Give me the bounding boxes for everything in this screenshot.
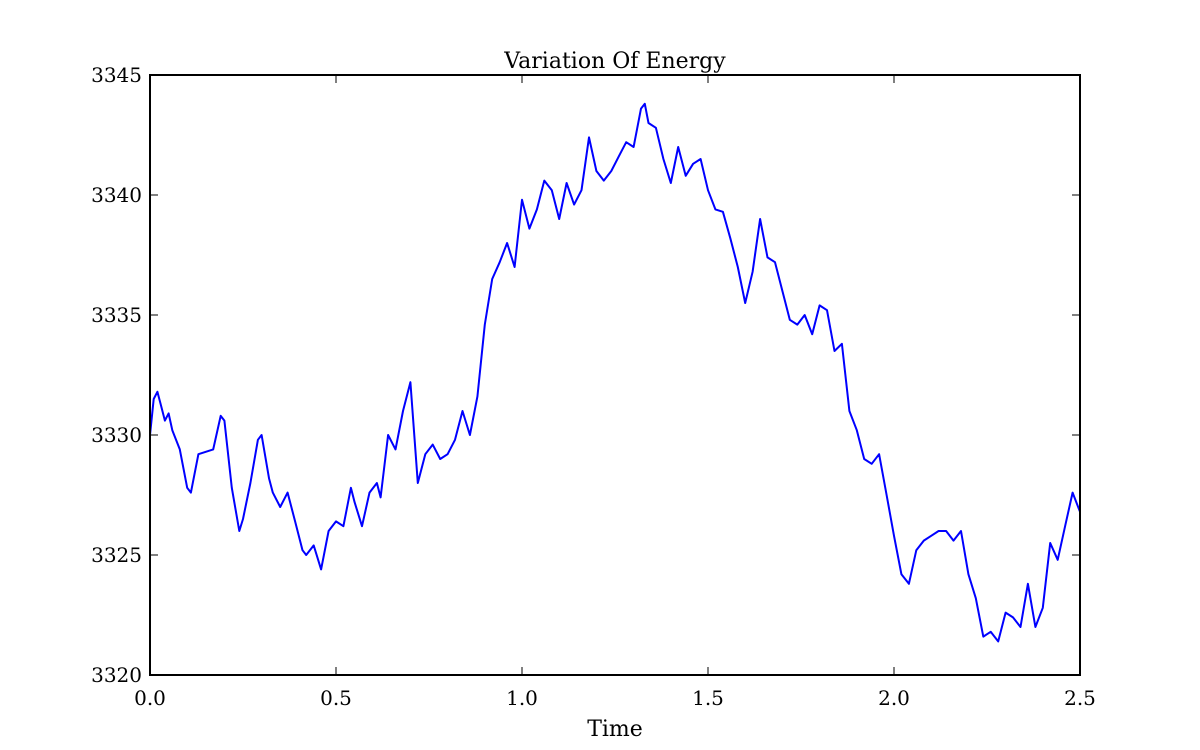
y-tick-label-2: 3330 — [91, 423, 142, 447]
x-tick-label-3: 1.5 — [692, 686, 724, 710]
x-tick-label-4: 2.0 — [878, 686, 910, 710]
y-tick-label-5: 3345 — [91, 63, 142, 87]
y-tick-label-0: 3320 — [91, 663, 142, 687]
x-tick-label-2: 1.0 — [506, 686, 538, 710]
x-tick-label-1: 0.5 — [320, 686, 352, 710]
series-layer — [149, 102, 1081, 643]
series-line-0 — [149, 102, 1081, 643]
y-tick-label-1: 3325 — [91, 543, 142, 567]
y-tick-label-4: 3340 — [91, 183, 142, 207]
y-tick-label-3: 3335 — [91, 303, 142, 327]
x-tick-label-5: 2.5 — [1064, 686, 1096, 710]
chart-title: Variation Of Energy — [503, 49, 726, 74]
ticks-layer: 0.0 0.5 1.0 1.5 2.0 2.5 3320 3325 3330 3335 3340 33… — [91, 63, 1096, 710]
plot-frame — [149, 74, 1081, 676]
x-axis-label: Time — [587, 717, 643, 742]
x-tick-label-0: 0.0 — [134, 686, 166, 710]
